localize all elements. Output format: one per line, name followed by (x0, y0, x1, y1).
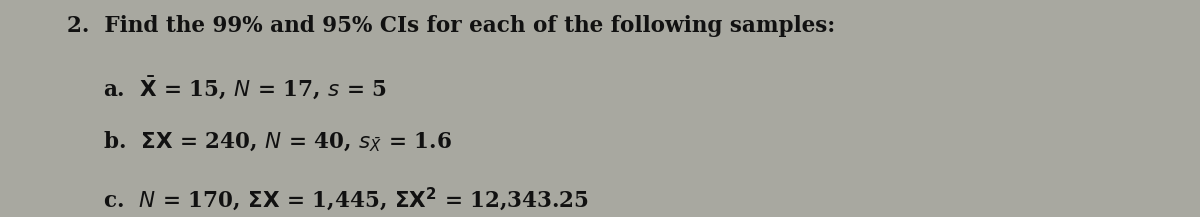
Text: c.  $\mathit{N}$ = 170, $\mathbf{\Sigma X}$ = 1,445, $\mathbf{\Sigma X^2}$ = 12,: c. $\mathit{N}$ = 170, $\mathbf{\Sigma X… (103, 185, 589, 213)
Text: b.  $\mathbf{\Sigma X}$ = 240, $\mathit{N}$ = 40, $\mathit{s}_{\bar{X}}$ = 1.6: b. $\mathbf{\Sigma X}$ = 240, $\mathit{N… (103, 129, 452, 154)
Text: 2.  Find the 99% and 95% CIs for each of the following samples:: 2. Find the 99% and 95% CIs for each of … (67, 15, 835, 37)
Text: a.  $\mathbf{\bar{X}}$ = 15, $\mathit{N}$ = 17, $\mathit{s}$ = 5: a. $\mathbf{\bar{X}}$ = 15, $\mathit{N}$… (103, 75, 388, 102)
